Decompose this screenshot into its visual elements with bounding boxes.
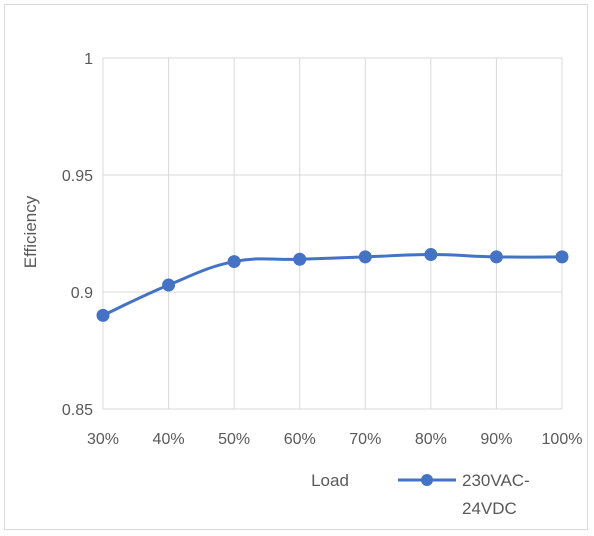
data-point [424, 248, 438, 262]
y-axis-title: Efficiency [21, 195, 40, 268]
legend: 230VAC- 24VDC [398, 471, 530, 518]
y-tick-label: 0.85 [62, 402, 93, 419]
x-tick-label: 50% [218, 431, 250, 448]
series-layer [96, 248, 569, 322]
y-tick-labels: 1 0.95 0.9 0.85 [62, 51, 93, 419]
x-tick-label: 30% [87, 431, 119, 448]
x-tick-label: 60% [284, 431, 316, 448]
x-tick-label: 80% [415, 431, 447, 448]
y-tick-label: 0.95 [62, 168, 93, 185]
data-point [358, 250, 372, 264]
grid-lines [102, 57, 563, 410]
y-tick-label: 0.9 [71, 285, 93, 302]
data-point [555, 250, 569, 264]
legend-marker [421, 474, 433, 486]
data-point [489, 250, 503, 264]
x-tick-label: 40% [153, 431, 185, 448]
data-point [162, 278, 176, 292]
data-point [293, 252, 307, 266]
x-tick-label: 100% [542, 431, 583, 448]
x-tick-labels: 30% 40% 50% 60% 70% 80% 90% 100% [87, 431, 582, 448]
y-tick-label: 1 [84, 51, 93, 68]
data-point [227, 255, 241, 269]
x-axis-title: Load [311, 471, 349, 490]
x-tick-label: 90% [480, 431, 512, 448]
data-point [96, 308, 110, 322]
chart-frame [4, 4, 588, 530]
legend-label-line-1: 230VAC- [462, 471, 530, 490]
legend-label-line-2: 24VDC [462, 499, 517, 518]
series-line [102, 253, 563, 317]
x-tick-label: 70% [349, 431, 381, 448]
